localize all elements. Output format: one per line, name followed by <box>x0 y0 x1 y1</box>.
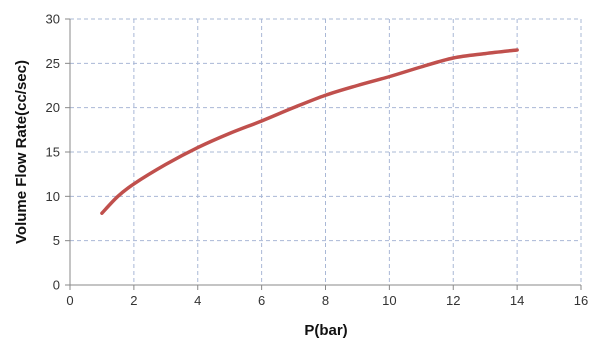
y-tick-label: 20 <box>46 100 60 115</box>
data-point <box>260 119 263 122</box>
data-point <box>452 57 455 60</box>
tick-labels: 0 2 4 6 8 10 12 14 16 0 5 10 15 20 25 30 <box>46 12 589 309</box>
series-layer <box>100 48 519 215</box>
data-point <box>100 212 103 215</box>
data-point <box>484 52 487 55</box>
x-tick-label: 16 <box>574 293 588 308</box>
x-tick-label: 0 <box>66 293 73 308</box>
y-tick-label: 25 <box>46 56 60 71</box>
y-tick-label: 5 <box>53 233 60 248</box>
grid-lines <box>70 18 582 285</box>
data-point <box>516 49 519 52</box>
x-tick-label: 8 <box>322 293 329 308</box>
x-tick-label: 10 <box>382 293 396 308</box>
data-point <box>324 94 327 97</box>
data-point <box>116 195 119 198</box>
y-axis-title: Volume Flow Rate(cc/sec) <box>13 60 30 244</box>
x-tick-label: 12 <box>446 293 460 308</box>
x-tick-label: 14 <box>510 293 524 308</box>
y-tick-label: 0 <box>53 278 60 293</box>
data-point <box>420 65 423 68</box>
x-tick-label: 6 <box>258 293 265 308</box>
data-point <box>132 182 135 185</box>
axes <box>65 18 582 290</box>
data-point <box>164 163 167 166</box>
data-point <box>356 84 359 87</box>
x-axis-title: P(bar) <box>304 322 347 339</box>
x-tick-label: 2 <box>130 293 137 308</box>
data-point <box>228 132 231 135</box>
data-point <box>292 106 295 109</box>
y-tick-label: 30 <box>46 12 60 27</box>
y-tick-label: 15 <box>46 145 60 160</box>
series-line <box>100 48 519 215</box>
x-tick-label: 4 <box>194 293 201 308</box>
data-point <box>196 146 199 149</box>
y-tick-label: 10 <box>46 189 60 204</box>
data-point <box>388 75 391 78</box>
